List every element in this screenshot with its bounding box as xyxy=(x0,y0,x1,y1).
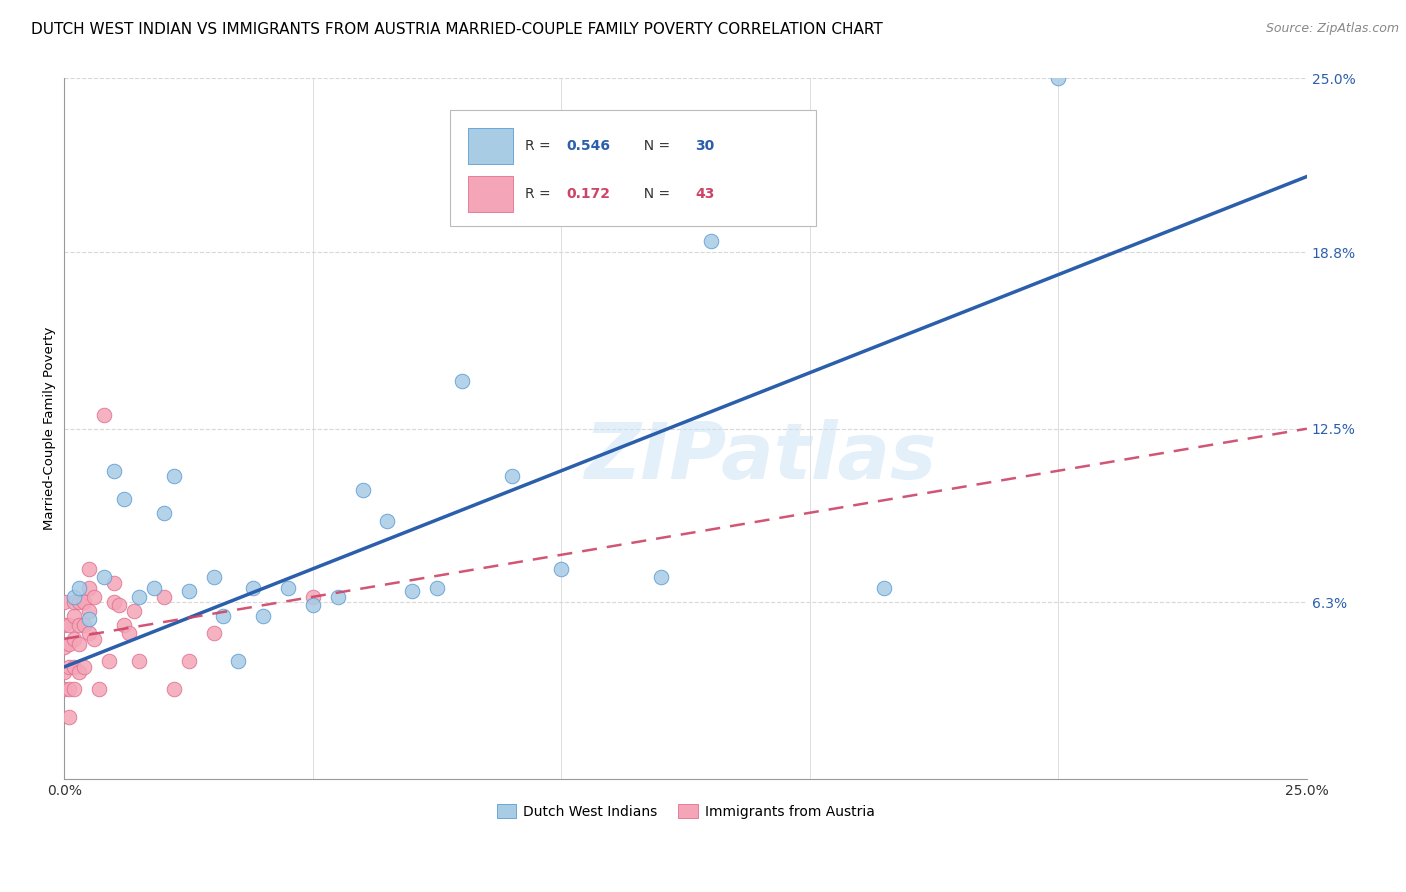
Point xyxy=(108,598,131,612)
Point xyxy=(177,584,200,599)
Point xyxy=(118,626,141,640)
Point xyxy=(98,654,121,668)
Point xyxy=(242,582,264,596)
Point xyxy=(122,604,145,618)
Point xyxy=(401,584,423,599)
Point xyxy=(53,640,76,655)
Point xyxy=(202,626,225,640)
Point xyxy=(163,469,186,483)
Point xyxy=(326,590,349,604)
Point xyxy=(153,506,176,520)
Point xyxy=(252,609,274,624)
Point xyxy=(67,617,90,632)
FancyBboxPatch shape xyxy=(450,110,815,226)
Point xyxy=(63,682,86,697)
Point xyxy=(67,582,90,596)
Point xyxy=(650,570,672,584)
Point xyxy=(103,575,125,590)
Point xyxy=(58,660,80,674)
Point xyxy=(142,582,165,596)
Text: 43: 43 xyxy=(696,186,716,201)
Point xyxy=(1047,71,1070,86)
Point xyxy=(63,609,86,624)
Point xyxy=(83,632,105,646)
Point xyxy=(873,582,896,596)
Point xyxy=(128,590,150,604)
Point xyxy=(153,590,176,604)
Text: R =: R = xyxy=(526,186,560,201)
Point xyxy=(73,595,96,609)
Point xyxy=(352,483,374,498)
FancyBboxPatch shape xyxy=(468,176,513,212)
Point xyxy=(83,590,105,604)
Point xyxy=(67,637,90,651)
Point xyxy=(228,654,250,668)
Point xyxy=(103,464,125,478)
Point xyxy=(79,562,101,576)
Point xyxy=(53,595,76,609)
Point xyxy=(177,654,200,668)
Text: 0.546: 0.546 xyxy=(567,139,610,153)
Text: N =: N = xyxy=(634,186,675,201)
Point xyxy=(128,654,150,668)
Point xyxy=(67,665,90,680)
Point xyxy=(79,604,101,618)
Text: 0.172: 0.172 xyxy=(567,186,610,201)
Point xyxy=(67,595,90,609)
Text: DUTCH WEST INDIAN VS IMMIGRANTS FROM AUSTRIA MARRIED-COUPLE FAMILY POVERTY CORRE: DUTCH WEST INDIAN VS IMMIGRANTS FROM AUS… xyxy=(31,22,883,37)
Point xyxy=(426,582,449,596)
Point xyxy=(277,582,299,596)
Point xyxy=(302,598,325,612)
Point xyxy=(63,660,86,674)
Point xyxy=(89,682,111,697)
Point xyxy=(53,682,76,697)
Point xyxy=(377,514,399,528)
Point xyxy=(302,590,325,604)
Text: Source: ZipAtlas.com: Source: ZipAtlas.com xyxy=(1265,22,1399,36)
Point xyxy=(53,617,76,632)
Point xyxy=(53,665,76,680)
Point xyxy=(58,710,80,724)
Point xyxy=(163,682,186,697)
Text: ZIPatlas: ZIPatlas xyxy=(583,418,936,495)
Point xyxy=(63,590,86,604)
Text: 30: 30 xyxy=(696,139,714,153)
Point xyxy=(79,582,101,596)
Point xyxy=(63,595,86,609)
Point xyxy=(58,637,80,651)
Text: N =: N = xyxy=(634,139,675,153)
Point xyxy=(73,660,96,674)
Point xyxy=(451,374,474,388)
Point xyxy=(699,234,721,248)
Text: R =: R = xyxy=(526,139,555,153)
Y-axis label: Married-Couple Family Poverty: Married-Couple Family Poverty xyxy=(44,327,56,531)
Legend: Dutch West Indians, Immigrants from Austria: Dutch West Indians, Immigrants from Aust… xyxy=(491,798,880,824)
Point xyxy=(202,570,225,584)
Point xyxy=(501,469,523,483)
Point xyxy=(550,562,572,576)
FancyBboxPatch shape xyxy=(468,128,513,164)
Point xyxy=(112,491,135,506)
Point xyxy=(79,626,101,640)
Point xyxy=(112,617,135,632)
Point xyxy=(93,570,115,584)
Point xyxy=(58,682,80,697)
Point xyxy=(93,408,115,422)
Point xyxy=(73,617,96,632)
Point xyxy=(212,609,235,624)
Point xyxy=(79,612,101,626)
Point xyxy=(103,595,125,609)
Point xyxy=(58,617,80,632)
Point xyxy=(63,632,86,646)
